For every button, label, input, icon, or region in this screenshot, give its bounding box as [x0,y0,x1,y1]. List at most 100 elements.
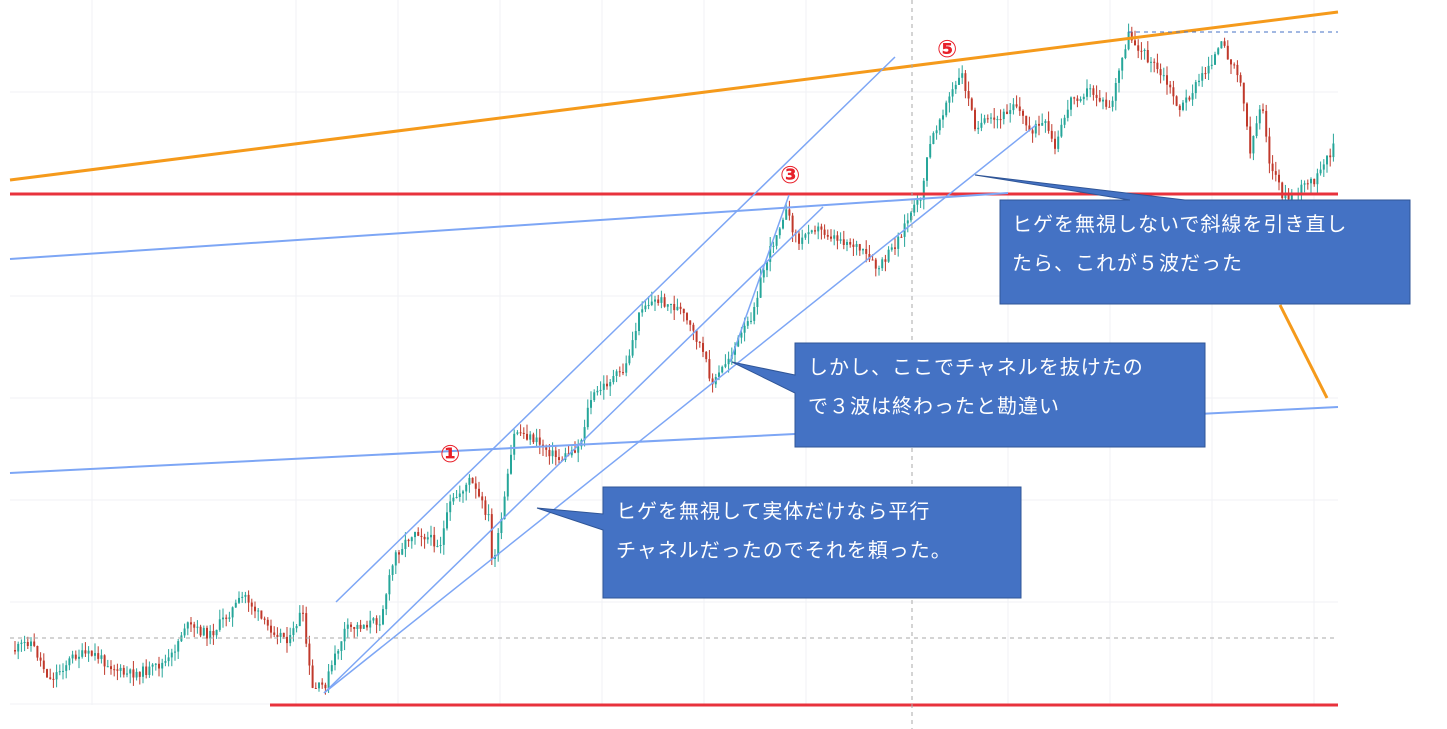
candle-body [753,307,756,321]
candle-body [823,229,826,235]
candle-body [1086,88,1088,97]
candle-body [1236,64,1239,76]
candle-body [993,117,996,120]
candle-body [692,324,695,331]
candle-body [932,133,935,144]
candle-body [126,673,128,675]
candle-body [570,450,573,456]
candle-body [657,299,660,303]
candle-body [964,73,967,91]
candle-body [906,220,909,224]
candle-body [1034,123,1037,134]
candle-body [164,661,167,663]
channel-lower-line-1 [323,206,824,694]
candle-body [702,343,704,352]
candle-body [1137,45,1140,51]
candle-body [1127,31,1130,50]
candle-body [206,627,208,639]
candle-body [1130,31,1133,41]
candlestick-series [14,23,1335,695]
candle-body [881,259,884,269]
candle-body [1175,96,1178,106]
candle-body [1188,97,1191,100]
candle-body [1329,155,1332,158]
candle-body [212,631,215,636]
candle-body [612,376,615,383]
candle-body [916,199,919,205]
candle-body [1220,41,1223,49]
candle-body [407,539,410,542]
candle-body [721,366,724,373]
candle-body [890,247,893,250]
candle-body [769,246,772,262]
candle-body [951,89,954,97]
candle-body [1182,102,1184,110]
candle-body [1172,87,1175,97]
candle-body [631,340,634,356]
candle-body [273,632,276,635]
candle-body [868,254,871,260]
candle-body [1313,178,1316,185]
candle-body [52,678,55,680]
candle-body [670,304,672,305]
candle-body [279,632,282,637]
candle-body [1063,117,1066,125]
candle-body [247,594,250,603]
candle-body [695,330,698,342]
candle-body [97,653,100,659]
candle-body [1281,182,1284,199]
candle-body [1249,126,1252,154]
candle-body [177,641,180,652]
candle-body [1018,106,1021,111]
candle-body [170,652,173,658]
candle-body [519,432,522,434]
candle-body [1105,99,1108,107]
candle-body [295,626,298,629]
candle-body [254,606,256,612]
candle-body [116,669,119,671]
candle-body [321,682,324,685]
candle-body [33,641,36,646]
candle-body [1210,64,1213,66]
candle-body [852,244,855,247]
candle-body [609,382,612,387]
candle-body [599,389,602,391]
candle-body [478,488,480,497]
candle-body [708,359,711,379]
candle-body [135,671,138,678]
candle-body [257,610,260,612]
candle-body [1015,104,1018,107]
candle-body [234,602,237,608]
candle-body [999,119,1002,121]
candle-body [1057,136,1060,149]
channel-lower-line-2 [323,124,1037,694]
callout-box-wave5 [974,174,1411,305]
candle-body [286,636,288,644]
candle-body [516,432,519,434]
candle-body [122,667,125,675]
candle-body [775,235,778,246]
candle-body [1022,110,1024,116]
candle-body [167,657,170,662]
candle-body [183,628,186,636]
candle-body [718,372,720,377]
candle-body [842,239,845,245]
candle-body [503,496,506,520]
candle-body [1111,100,1114,107]
candle-body [199,626,202,636]
candle-body [353,627,356,629]
callout-text-breakout: しかし、ここでチャネルを抜けたの で３波は終わったと勘違い [808,355,1144,418]
candle-body [634,331,637,341]
candle-body [1169,84,1172,88]
candle-body [1025,115,1028,126]
candle-body [686,313,688,321]
candle-body [919,199,922,201]
wave3-steep-line [729,194,790,363]
candle-body [644,305,647,310]
candle-body [593,392,596,401]
candle-body [1287,194,1290,200]
candle-body [1201,73,1204,81]
candle-body [698,342,701,343]
candle-body [154,663,157,665]
candle-body [1271,163,1274,172]
